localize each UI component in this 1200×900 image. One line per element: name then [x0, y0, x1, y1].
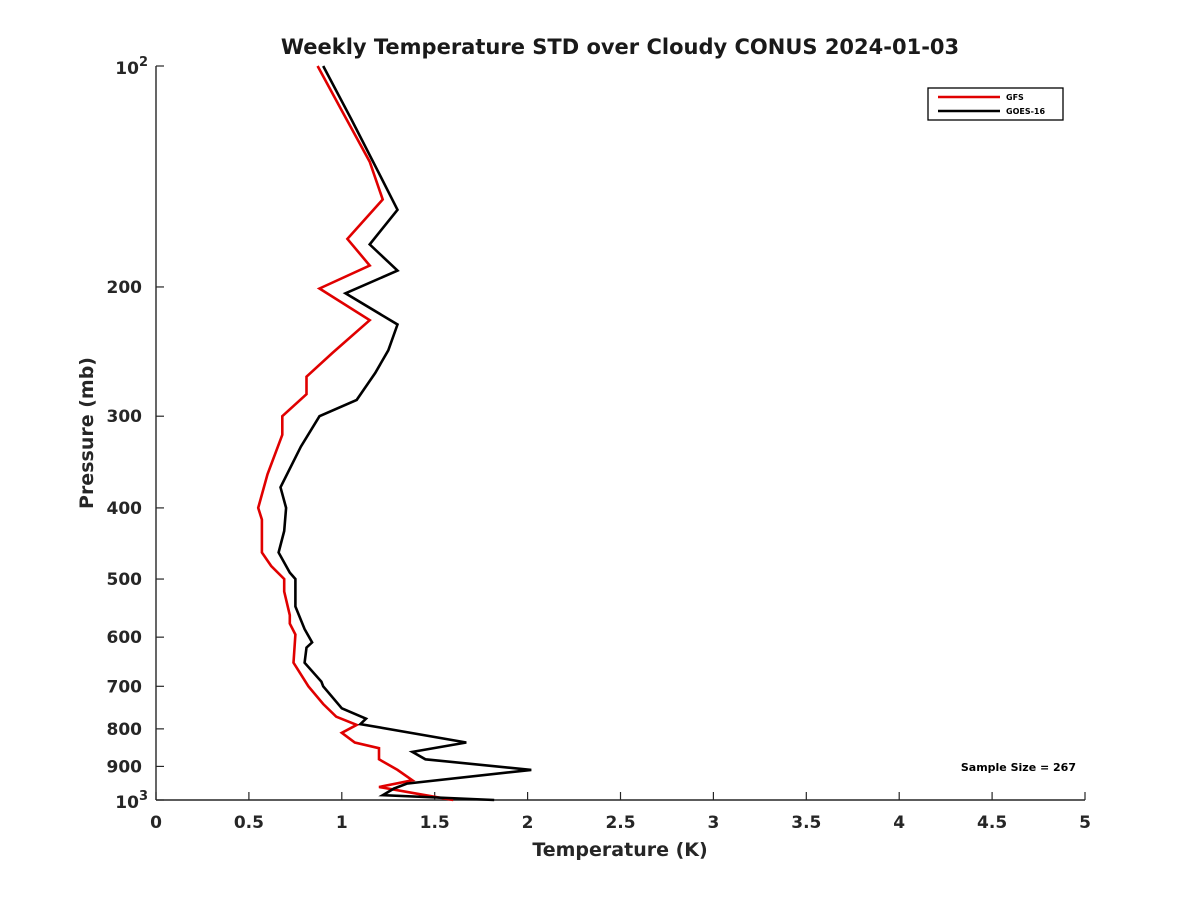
- x-tick-label: 4: [893, 813, 905, 833]
- x-tick-label: 0.5: [234, 813, 264, 833]
- x-tick-label: 1: [336, 813, 348, 833]
- x-tick-label: 1.5: [420, 813, 450, 833]
- y-axis-label: Pressure (mb): [76, 357, 98, 509]
- x-tick-label: 2.5: [605, 813, 635, 833]
- x-tick-label: 4.5: [977, 813, 1007, 833]
- y-tick-label: 102: [115, 55, 148, 79]
- x-tick-label: 2: [522, 813, 534, 833]
- x-tick-label: 3.5: [791, 813, 821, 833]
- legend: GFS GOES-16: [927, 87, 1064, 121]
- legend-box: [927, 87, 1064, 121]
- axes: 0 0.5 1 1.5 2 2.5 3 3.5 4 4.5 5 102 200 300 400 500 600 7…: [107, 55, 1091, 833]
- y-tick-label: 700: [107, 677, 143, 697]
- y-tick-label: 900: [107, 757, 143, 777]
- series-line-gfs: [256, 65, 454, 802]
- y-tick-label: 200: [107, 278, 143, 298]
- sample-size-annotation: Sample Size = 267: [961, 761, 1076, 774]
- y-tick-label: 103: [115, 789, 148, 813]
- x-tick-label: 3: [707, 813, 719, 833]
- x-tick-label: 0: [150, 813, 162, 833]
- chart-title: Weekly Temperature STD over Cloudy CONUS…: [281, 35, 959, 59]
- legend-label-gfs: GFS: [1006, 93, 1024, 102]
- y-tick-label: 400: [107, 499, 143, 519]
- y-tick-label: 800: [107, 720, 143, 740]
- y-tick-label: 500: [107, 570, 143, 590]
- y-tick-label: 300: [107, 407, 143, 427]
- series-line-goes16: [277, 65, 532, 802]
- y-tick-label: 600: [107, 628, 143, 648]
- x-axis-label: Temperature (K): [532, 839, 707, 861]
- x-tick-label: 5: [1079, 813, 1091, 833]
- legend-label-goes16: GOES-16: [1006, 107, 1045, 116]
- series-lines: [256, 65, 532, 802]
